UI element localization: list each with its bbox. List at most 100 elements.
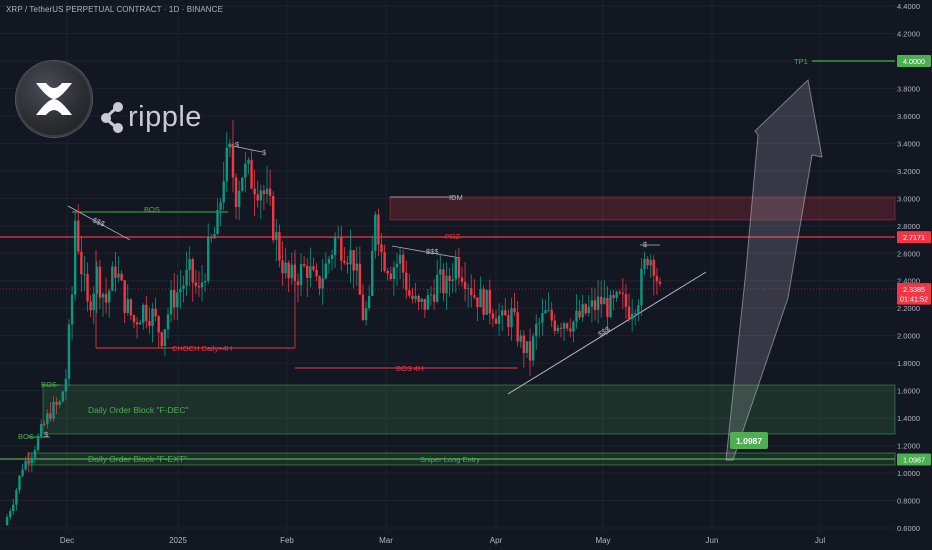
candle-body (485, 289, 488, 315)
candle-body (207, 237, 210, 281)
candles (5, 120, 662, 526)
candle-body (476, 297, 479, 308)
candle-body (528, 341, 532, 361)
x-tick-label: Mar (379, 536, 393, 545)
y-tick-label: 3.8000 (897, 84, 920, 93)
candle-body (358, 263, 362, 295)
candle-body (398, 254, 402, 264)
supply-zone (389, 196, 896, 221)
candle-body (315, 269, 318, 277)
candle-body (287, 262, 290, 279)
candle-body (361, 294, 365, 321)
candle-body (83, 273, 86, 275)
candle-body (151, 308, 154, 326)
candle-body (30, 457, 34, 464)
candle-body (432, 294, 436, 302)
candle-body (562, 323, 566, 329)
y-tick-label: 3.2000 (897, 167, 920, 176)
candle-body (374, 214, 377, 251)
candle-body (166, 314, 170, 330)
y-tick-label: 2.2000 (897, 304, 920, 313)
candle-body (259, 190, 263, 201)
candle-body (312, 266, 315, 270)
candle-body (234, 177, 238, 208)
candle-body (179, 288, 182, 293)
y-axis: 4.40004.20004.00003.80003.60003.40003.20… (897, 2, 920, 533)
candle-body (265, 188, 269, 195)
candle-body (538, 322, 541, 324)
candle-body (58, 401, 61, 405)
candle-body (104, 293, 108, 303)
candle-body (504, 310, 507, 316)
candle-body (649, 259, 652, 266)
candle-body (547, 309, 550, 311)
candle-body (163, 329, 167, 346)
candle-body (15, 490, 18, 505)
candle-body (445, 275, 448, 294)
candle-body (516, 312, 519, 342)
candle-body (290, 264, 293, 279)
candle-body (309, 266, 312, 279)
candle-body (606, 297, 609, 317)
candle-body (408, 290, 411, 296)
candle-body (73, 220, 77, 295)
x-tick-label: Jun (706, 536, 719, 545)
candle-body (24, 460, 27, 470)
candle-body (429, 294, 433, 296)
xrp-x-logo-icon (36, 83, 72, 115)
candle-body (572, 321, 575, 332)
candle-body (92, 293, 95, 311)
idm-label: IDM (449, 193, 463, 202)
daily-order-block-dec-zone (42, 384, 896, 435)
candle-body (330, 254, 334, 260)
candle-body (559, 327, 563, 329)
x-tick-label: Feb (280, 536, 294, 545)
candle-body (49, 413, 52, 419)
candle-body (535, 323, 538, 337)
candle-body (284, 262, 287, 274)
dollar-label-4: $ (44, 430, 49, 439)
bos-small-label-2: BOS (41, 380, 57, 389)
candle-body (401, 254, 405, 273)
liq-label-1: $$$ (91, 216, 107, 229)
candle-body (630, 313, 634, 320)
candle-body (117, 273, 120, 278)
dollar-label-2: $ (262, 148, 267, 157)
candle-body (129, 299, 133, 316)
candle-body (346, 262, 349, 265)
candle-body (380, 244, 383, 253)
candle-body (618, 292, 621, 293)
daily-ob-ext-label: Daily Order Block "F-EXT" (88, 454, 187, 464)
price-tag-bg (897, 283, 931, 296)
candle-body (519, 335, 522, 342)
candle-body (497, 315, 501, 324)
y-tick-label: 1.2000 (897, 442, 920, 451)
candle-body (89, 301, 92, 311)
candle-body (327, 259, 331, 264)
candle-body (466, 288, 470, 290)
candle-body (442, 269, 445, 294)
candle-body (12, 504, 15, 512)
candle-body (237, 190, 241, 208)
price-tag-bg (897, 54, 931, 67)
candle-body (371, 250, 374, 297)
candle-body (256, 194, 259, 201)
candle-body (210, 237, 213, 239)
price-tag-label: 01:41:52 (900, 295, 928, 304)
candle-body (411, 295, 414, 300)
candle-body (556, 327, 560, 332)
candle-body (36, 436, 40, 451)
candle-body (231, 143, 235, 178)
candle-body (132, 315, 136, 323)
candle-body (135, 322, 139, 325)
candle-body (321, 278, 324, 289)
candle-body (634, 312, 637, 314)
liq-line-3 (391, 245, 461, 259)
candle-body (172, 290, 176, 308)
candle-body (510, 308, 513, 328)
candle-body (275, 232, 278, 241)
candle-body (176, 292, 179, 308)
candle-body (333, 237, 337, 255)
candle-body (268, 188, 272, 197)
